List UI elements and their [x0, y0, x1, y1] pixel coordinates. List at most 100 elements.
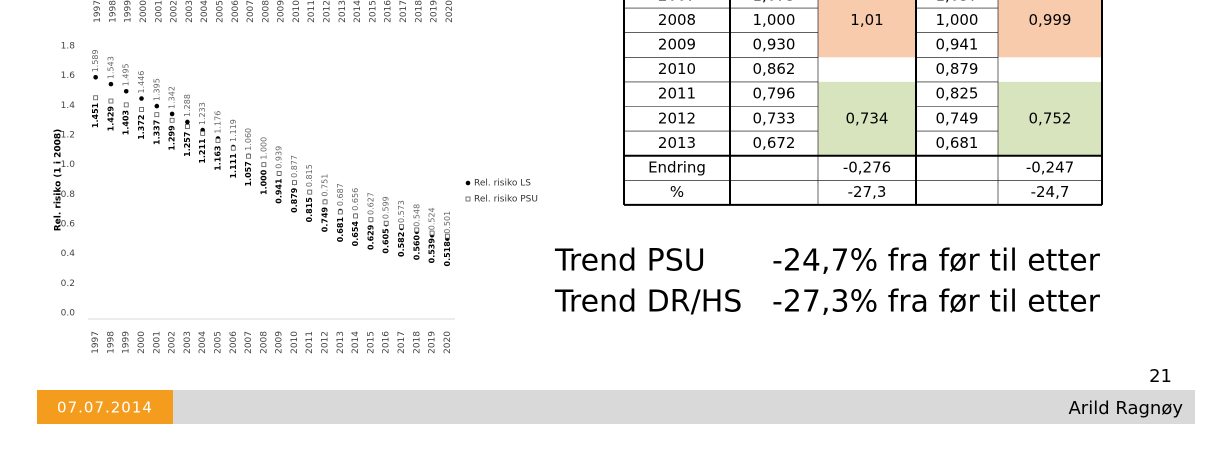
data-label: 0.599	[382, 196, 391, 219]
top-axis-label: 2013	[338, 0, 348, 23]
table-cell: 2007	[658, 0, 696, 4]
top-axis-label: 2020	[445, 0, 455, 23]
data-label: 0.501	[443, 211, 452, 234]
table-cell: 1,01	[850, 11, 883, 29]
table-cell: 0,733	[753, 109, 796, 127]
data-point	[353, 213, 359, 219]
table-cell: 0,796	[753, 85, 796, 103]
data-label: 0.518	[443, 241, 452, 267]
data-label: 1.451	[91, 102, 100, 128]
data-label: 1.057	[244, 161, 253, 186]
y-tick-label: 1.4	[61, 101, 76, 111]
table-cell: 1,075	[753, 0, 796, 4]
table-cell: 2013	[658, 134, 696, 152]
x-tick-label: 2003	[183, 331, 193, 354]
data-point	[230, 145, 236, 151]
table-cell: -0,247	[1026, 159, 1074, 177]
data-point	[322, 199, 328, 205]
group-cell	[998, 81, 1102, 156]
x-tick-label: 2007	[244, 331, 254, 354]
footer-bar	[173, 390, 1195, 424]
table-cell: 1,000	[936, 11, 979, 29]
data-label: 1.395	[152, 78, 161, 101]
table-cell: -0,276	[843, 159, 891, 177]
top-axis-label: 2006	[231, 0, 241, 23]
top-axis-label: 2008	[261, 0, 271, 23]
data-point	[185, 119, 190, 125]
x-tick-label: 2014	[351, 331, 361, 354]
x-tick-label: 2001	[152, 331, 162, 354]
data-label: 0.573	[397, 200, 406, 223]
data-point	[246, 153, 251, 159]
data-label: 0.877	[290, 155, 299, 178]
data-point	[108, 81, 114, 87]
data-point	[429, 230, 435, 236]
data-point	[414, 227, 420, 233]
legend-marker	[465, 196, 471, 202]
data-label: 1.111	[229, 153, 238, 179]
data-label: 1.372	[137, 114, 146, 139]
x-tick-label: 2013	[336, 331, 346, 354]
y-tick-label: 0.4	[61, 249, 76, 259]
data-label: 1.446	[137, 71, 146, 94]
data-label: 1.000	[259, 137, 268, 160]
data-point	[200, 130, 206, 136]
x-tick-label: 2004	[198, 331, 208, 354]
data-point	[307, 189, 313, 195]
data-label: 1.060	[244, 128, 253, 151]
data-label: 1.342	[168, 86, 177, 109]
top-axis-label: 2011	[307, 0, 317, 23]
x-tick-label: 2008	[259, 331, 269, 354]
data-label: 0.627	[366, 192, 375, 215]
table-cell: 0,862	[753, 60, 796, 78]
data-point	[276, 171, 282, 176]
table-cell: 2012	[658, 109, 696, 127]
x-tick-label: 1997	[91, 331, 101, 354]
data-label: 1.233	[198, 102, 207, 125]
y-tick-label: 1.0	[61, 160, 76, 170]
group-cell	[818, 81, 916, 156]
data-label: 1.429	[106, 106, 115, 132]
top-axis-label: 1998	[108, 0, 118, 23]
data-label: 0.656	[351, 188, 360, 211]
legend-marker	[465, 180, 471, 186]
data-label: 0.548	[412, 204, 421, 227]
data-label: 1.257	[183, 132, 192, 157]
data-label: 0.939	[275, 146, 284, 169]
table-cell: 2011	[658, 85, 696, 103]
table-cell: 2008	[658, 11, 696, 29]
table-cell: 0,941	[936, 36, 979, 54]
data-label: 1.163	[213, 145, 222, 170]
data-point	[139, 107, 144, 112]
data-point	[154, 112, 160, 118]
data-label: 0.582	[397, 232, 406, 257]
x-tick-label: 2016	[382, 331, 392, 354]
y-tick-label: 0.6	[61, 220, 76, 230]
table-cell: 2010	[658, 60, 696, 78]
data-point	[215, 138, 221, 143]
data-label: 1.543	[106, 56, 115, 79]
top-axis-label: 2019	[430, 0, 440, 23]
data-point	[444, 233, 450, 239]
x-tick-label: 2011	[305, 331, 315, 354]
table-cell: 0,672	[753, 134, 796, 152]
table-cell: Endring	[648, 159, 706, 177]
x-tick-label: 2018	[412, 331, 422, 354]
x-tick-label: 1998	[106, 331, 116, 354]
data-point	[154, 103, 160, 109]
top-axis-label: 2000	[139, 0, 149, 23]
legend-label: Rel. risiko PSU	[474, 195, 538, 205]
top-axis-label: 2005	[215, 0, 225, 23]
x-tick-label: 2000	[137, 331, 147, 354]
data-label: 1.119	[229, 119, 238, 142]
data-point	[93, 74, 98, 80]
top-axis-label: 2007	[246, 0, 256, 23]
top-axis-label: 2014	[353, 0, 363, 23]
data-point	[383, 220, 389, 226]
data-label: 1.495	[122, 63, 131, 86]
table-cell: 0,681	[936, 134, 979, 152]
top-axis-label: 1999	[124, 0, 134, 23]
y-tick-label: 0.0	[61, 309, 76, 319]
